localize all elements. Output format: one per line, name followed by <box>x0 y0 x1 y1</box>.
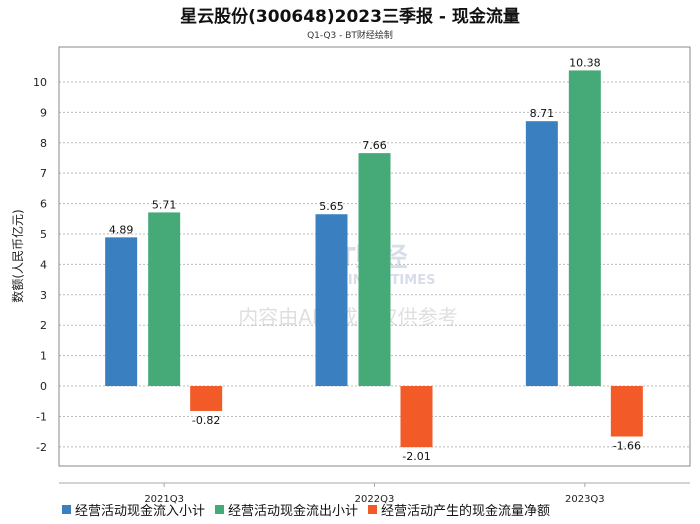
bar <box>315 214 348 387</box>
legend-label[interactable]: 经营活动现金流入小计 <box>75 503 205 519</box>
y-tick-label: 6 <box>40 198 47 211</box>
x-tick-label: 2022Q3 <box>355 494 395 505</box>
data-label: -2.01 <box>402 450 430 463</box>
y-tick-label: 1 <box>40 350 47 363</box>
bar <box>610 386 643 437</box>
y-tick-label: 2 <box>40 319 47 332</box>
bar <box>400 386 433 448</box>
y-tick-label: 3 <box>40 289 47 302</box>
legend-label[interactable]: 经营活动产生的现金流量净额 <box>381 503 550 519</box>
x-tick-label: 2023Q3 <box>565 494 605 505</box>
legend-swatch <box>215 505 224 514</box>
data-label: -0.82 <box>192 414 220 427</box>
watermark: BT财经 BUSINESSTIMES 内容由AI生成，仅供参考 <box>238 242 458 329</box>
y-tick-label: 10 <box>33 76 47 89</box>
chart-subtitle: Q1-Q3 - BT财经绘制 <box>307 29 393 41</box>
y-tick-label: 0 <box>40 380 47 393</box>
y-tick-label: 5 <box>40 228 47 241</box>
data-label: 8.71 <box>530 107 555 120</box>
legend-swatch <box>62 505 71 514</box>
y-tick-label: -1 <box>36 410 47 423</box>
legend-label[interactable]: 经营活动现金流出小计 <box>228 503 358 519</box>
y-tick-label: 9 <box>40 106 47 119</box>
y-tick-label: -2 <box>36 441 47 454</box>
data-label: 5.65 <box>319 200 344 213</box>
bar <box>148 212 181 387</box>
data-label: -1.66 <box>613 440 641 453</box>
chart-title: 星云股份(300648)2023三季报 - 现金流量 <box>180 6 520 27</box>
plot-area <box>58 46 691 467</box>
bar <box>105 237 138 387</box>
y-tick-label: 4 <box>40 258 47 271</box>
y-tick-label: 8 <box>40 137 47 150</box>
data-label: 5.71 <box>152 198 177 211</box>
bar <box>190 386 223 411</box>
bar <box>358 153 391 387</box>
legend-swatch <box>368 505 377 514</box>
x-tick-label: 2021Q3 <box>144 494 184 505</box>
y-axis-label: 数额(人民币亿元) <box>10 209 25 302</box>
data-label: 4.89 <box>109 223 134 236</box>
data-label: 10.38 <box>569 56 601 69</box>
bar <box>568 70 601 387</box>
bar <box>525 121 558 387</box>
data-label: 7.66 <box>362 139 387 152</box>
y-tick-label: 7 <box>40 167 47 180</box>
